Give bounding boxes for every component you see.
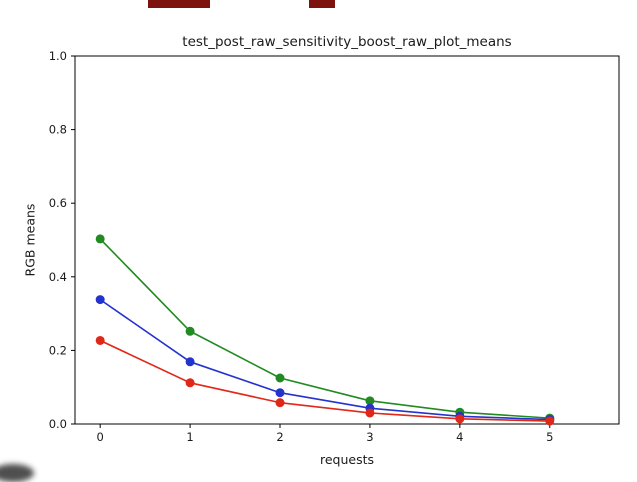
y-tick-label: 0.8 (49, 123, 67, 137)
series-line (99, 238, 550, 419)
y-tick-label: 0.0 (49, 417, 67, 431)
data-point-marker (185, 357, 195, 367)
x-tick-label: 5 (546, 430, 553, 444)
data-point-marker (95, 335, 105, 345)
y-tick-label: 0.4 (49, 270, 67, 284)
data-point-marker (275, 388, 285, 398)
series-blue-series (95, 295, 555, 425)
x-ticks: 0 1 2 3 4 5 (97, 424, 553, 444)
y-tick-label: 1.0 (49, 49, 67, 63)
x-tick-label: 2 (276, 430, 283, 444)
data-point-marker (365, 396, 375, 406)
series-line (99, 298, 550, 421)
corner-smudge-artifact (0, 464, 34, 482)
data-point-marker (275, 398, 285, 408)
y-ticks: 0.0 0.2 0.4 0.6 0.8 1.0 (49, 49, 75, 431)
x-tick-label: 0 (97, 430, 104, 444)
y-tick-label: 0.2 (49, 343, 67, 357)
data-point-marker (95, 234, 105, 244)
data-point-marker (95, 295, 105, 305)
data-point-marker (185, 326, 195, 336)
data-point-marker (365, 408, 375, 418)
chart-title: test_post_raw_sensitivity_boost_raw_plot… (182, 34, 512, 50)
series-green-series (95, 234, 555, 423)
axes-frame (74, 55, 620, 425)
x-tick-label: 4 (456, 430, 463, 444)
data-point-marker (545, 416, 555, 426)
series-red-series (95, 335, 555, 426)
screen-artifact-bar (148, 0, 210, 8)
data-point-marker (185, 378, 195, 388)
x-tick-label: 3 (366, 430, 373, 444)
data-point-marker (455, 414, 465, 424)
x-axis-label: requests (319, 452, 375, 467)
screen-artifact-bar (309, 0, 335, 8)
y-tick-label: 0.6 (49, 196, 67, 210)
data-point-marker (275, 373, 285, 383)
x-tick-label: 1 (186, 430, 193, 444)
series-line (99, 339, 550, 422)
